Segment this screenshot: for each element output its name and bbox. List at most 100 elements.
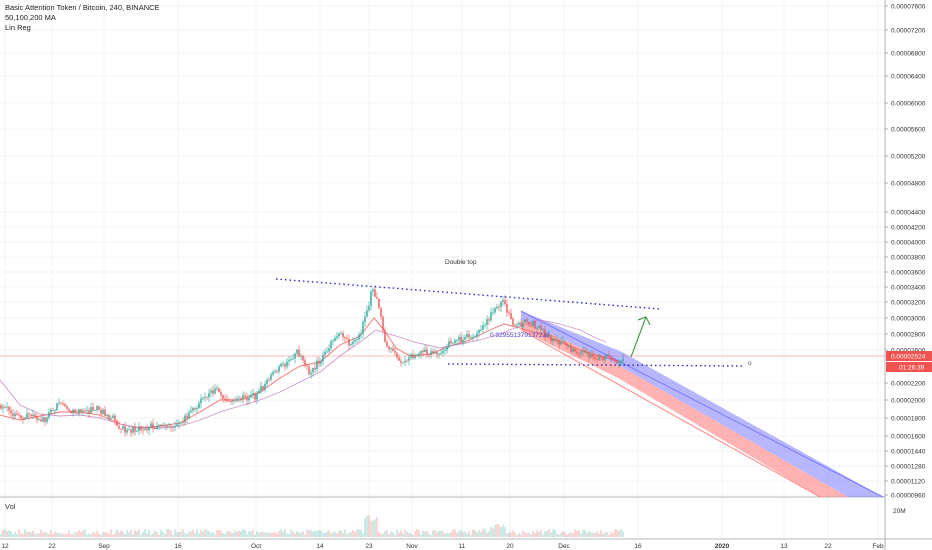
volume-bar xyxy=(310,530,312,537)
volume-bar xyxy=(518,532,520,537)
candle xyxy=(150,420,152,429)
candle xyxy=(490,307,492,323)
candle xyxy=(622,353,624,365)
volume-bar xyxy=(352,530,354,537)
candle-body xyxy=(184,415,186,423)
volume-bar xyxy=(210,533,212,537)
volume-bar xyxy=(184,533,186,537)
candle xyxy=(378,298,380,310)
candle xyxy=(164,422,166,431)
volume-bar xyxy=(324,533,326,537)
candle xyxy=(252,388,254,399)
linreg-indicator-label[interactable]: Lin Reg xyxy=(5,23,31,32)
candle xyxy=(76,409,78,415)
candle xyxy=(564,340,566,346)
candle-body xyxy=(302,355,304,361)
volume-bar xyxy=(412,534,414,537)
volume-bar xyxy=(314,530,316,537)
candle-body xyxy=(372,289,374,292)
candle xyxy=(548,330,550,338)
candle-body xyxy=(352,341,354,345)
price-tick-label: 0.00004200 xyxy=(891,225,926,232)
ma-indicator-label[interactable]: 50,100,200 MA xyxy=(5,13,56,22)
volume-bar xyxy=(182,529,184,537)
drawings: Double top 0.929551379137238 o xyxy=(0,259,885,367)
time-tick-label: 22 xyxy=(48,543,56,550)
volume-bar xyxy=(74,532,76,537)
candle-body xyxy=(10,410,12,414)
countdown-value: 01:26:39 xyxy=(899,365,925,372)
candle xyxy=(250,390,252,399)
candle xyxy=(450,337,452,346)
candle xyxy=(434,348,436,354)
volume-bar xyxy=(28,531,30,537)
candle-body xyxy=(162,425,164,427)
candle xyxy=(368,301,370,313)
candle xyxy=(326,347,328,354)
time-tick-label: 2020 xyxy=(715,543,730,550)
time-tick-label: Dec xyxy=(558,543,570,550)
volume-bar xyxy=(116,529,118,537)
volume-bar xyxy=(224,533,226,537)
volume-bar xyxy=(468,530,470,537)
candle xyxy=(586,348,588,357)
candle-body xyxy=(244,395,246,397)
candle-body xyxy=(588,352,590,358)
candle xyxy=(478,329,480,338)
candle xyxy=(276,369,278,374)
volume-bar xyxy=(490,527,492,537)
volume-bar xyxy=(98,533,100,537)
candle xyxy=(620,359,622,366)
candle-body xyxy=(182,421,184,423)
volume-bar xyxy=(500,527,502,537)
candle xyxy=(570,343,572,353)
price-badge-bg xyxy=(886,351,932,361)
volume-bar xyxy=(300,532,302,537)
candle xyxy=(36,413,38,424)
candle-body xyxy=(268,379,270,381)
volume-bar xyxy=(414,531,416,537)
candle-body xyxy=(148,426,150,431)
volume-bar xyxy=(144,529,146,537)
volume-bar xyxy=(212,532,214,537)
volume-bar xyxy=(428,533,430,537)
candle-body xyxy=(396,352,398,358)
symbol-title[interactable]: Basic Attention Token / Bitcoin, 240, BI… xyxy=(5,3,160,12)
candle-body xyxy=(430,351,432,356)
candle-body xyxy=(424,349,426,353)
volume-bar xyxy=(396,529,398,537)
candle-body xyxy=(572,348,574,352)
candle-body xyxy=(524,319,526,323)
price-axis[interactable]: 0.00007600 0.00007200 0.00006800 0.00006400… xyxy=(885,4,932,516)
candle-body xyxy=(166,425,168,428)
candle-body xyxy=(476,333,478,337)
price-tick-label: 0.00006000 xyxy=(891,101,926,108)
candle xyxy=(482,321,484,334)
volume-bar xyxy=(334,531,336,537)
candle-body xyxy=(460,336,462,343)
candle xyxy=(554,335,556,343)
candle-body xyxy=(384,330,386,342)
candle xyxy=(46,416,48,425)
candle-body xyxy=(378,298,380,308)
volume-label[interactable]: Vol xyxy=(5,502,16,511)
candle-body xyxy=(86,410,88,411)
candle-body xyxy=(620,361,622,363)
candle xyxy=(58,398,60,407)
candle xyxy=(54,408,56,415)
candle-body xyxy=(220,392,222,395)
volume-bar xyxy=(360,529,362,537)
candle-body xyxy=(288,360,290,362)
candle-body xyxy=(360,333,362,335)
candle xyxy=(578,351,580,359)
volume-bar xyxy=(156,531,158,537)
candle-body xyxy=(22,418,24,420)
candle xyxy=(556,335,558,345)
volume-bar xyxy=(528,532,530,537)
volume-bar xyxy=(566,534,568,537)
time-axis[interactable]: 12 22 Sep 16 Oct 14 23 Nov 11 20 Dec 16 2020 13 22 Feb xyxy=(1,543,884,550)
time-tick-label: Nov xyxy=(406,543,418,550)
candle-body xyxy=(478,329,480,334)
volume-bar xyxy=(606,532,608,537)
